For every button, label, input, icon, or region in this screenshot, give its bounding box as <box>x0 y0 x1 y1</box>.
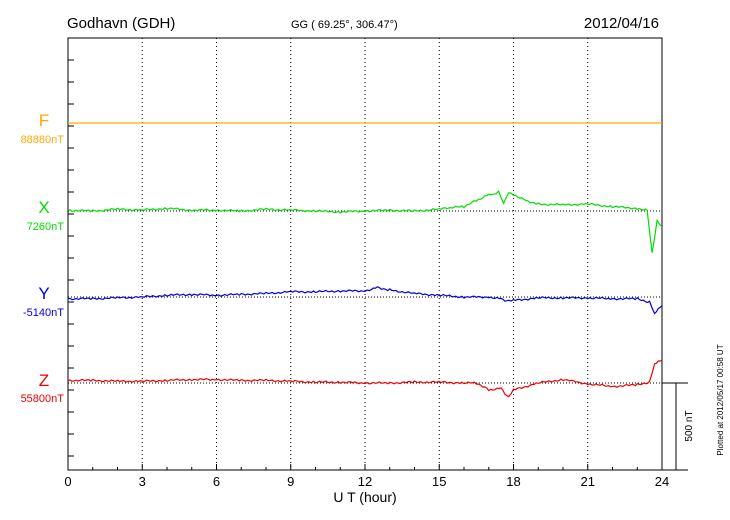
series-baseline-value-f: 88880nT <box>21 134 65 146</box>
station-coordinates: GG ( 69.25°, 306.47°) <box>291 19 398 31</box>
series-labels-layer: F 88880nT X 7260nT Y -5140nT Z 55800nT <box>21 111 65 405</box>
series-label-y: Y <box>38 284 49 303</box>
series-layer <box>67 122 663 398</box>
series-baseline-value-z: 55800nT <box>21 393 65 405</box>
x-tick-label-3: 3 <box>139 474 146 489</box>
x-tick-label-15: 15 <box>432 474 446 489</box>
x-tick-label-0: 0 <box>64 474 71 489</box>
scale-bar: 500 nT <box>662 382 695 471</box>
scale-bar-label: 500 nT <box>684 410 695 441</box>
grid-layer <box>68 38 662 470</box>
series-line-x <box>67 189 663 253</box>
station-title: Godhavn (GDH) <box>67 15 175 32</box>
series-baseline-value-x: 7260nT <box>27 221 65 233</box>
x-tick-label-6: 6 <box>213 474 220 489</box>
plotted-at-note: Plotted at 2012/05/17 00:58 UT <box>716 344 725 455</box>
x-tick-label-9: 9 <box>287 474 294 489</box>
series-label-x: X <box>38 198 49 217</box>
x-axis-label: U T (hour) <box>333 489 396 505</box>
series-baseline-value-y: -5140nT <box>23 307 64 319</box>
series-label-f: F <box>39 111 49 130</box>
ticks-layer: 0 3 6 9 12 15 18 21 24 <box>64 59 669 489</box>
x-tick-label-21: 21 <box>581 474 595 489</box>
x-tick-label-18: 18 <box>506 474 520 489</box>
x-tick-label-12: 12 <box>358 474 372 489</box>
series-line-y <box>67 286 663 315</box>
series-label-z: Z <box>39 371 49 390</box>
x-tick-label-24: 24 <box>655 474 669 489</box>
series-line-z <box>67 359 663 398</box>
date-label: 2012/04/16 <box>584 15 659 32</box>
